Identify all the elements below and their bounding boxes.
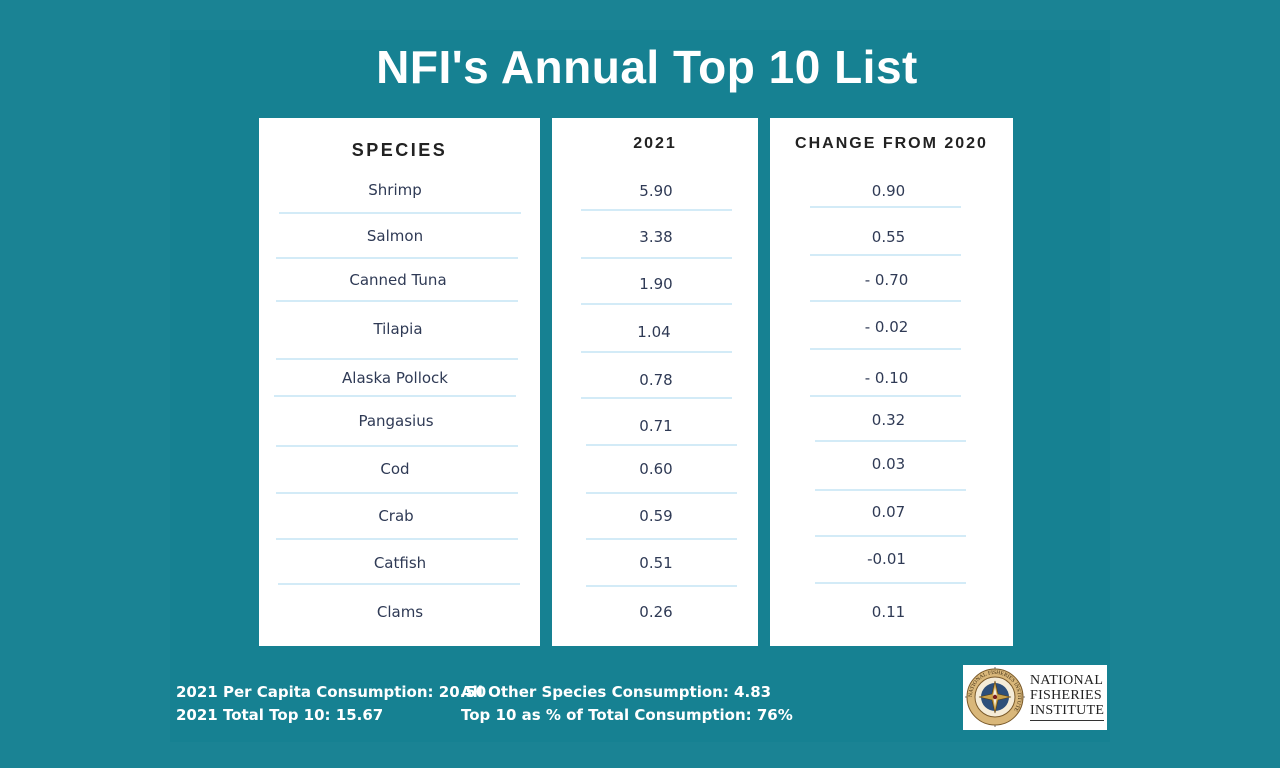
value-cell: 0.51 bbox=[639, 554, 673, 572]
row-divider bbox=[276, 300, 518, 302]
value-cell: 1.04 bbox=[637, 323, 671, 341]
change-cell: -0.01 bbox=[867, 550, 906, 568]
other-species-consumption: All Other Species Consumption: 4.83 bbox=[461, 683, 772, 701]
row-divider bbox=[274, 395, 516, 397]
row-divider bbox=[278, 583, 520, 585]
row-divider bbox=[815, 582, 966, 584]
row-divider bbox=[581, 209, 732, 211]
value-cell: 5.90 bbox=[639, 182, 673, 200]
row-divider bbox=[586, 585, 737, 587]
change-cell: 0.11 bbox=[871, 603, 906, 621]
value-cell: 0.78 bbox=[639, 371, 673, 389]
change-cell: - 0.10 bbox=[864, 369, 909, 387]
logo-line-fisheries: FISHERIES bbox=[1030, 688, 1102, 703]
row-divider bbox=[581, 351, 732, 353]
page-title: NFI's Annual Top 10 List bbox=[376, 41, 918, 93]
logo-underline bbox=[1030, 720, 1104, 721]
logo-line-national: NATIONAL bbox=[1030, 673, 1104, 688]
species-cell: Alaska Pollock bbox=[342, 369, 448, 387]
row-divider bbox=[810, 206, 961, 208]
row-divider bbox=[810, 395, 961, 397]
row-divider bbox=[276, 445, 518, 447]
change-cell: 0.32 bbox=[871, 411, 906, 429]
row-divider bbox=[279, 212, 521, 214]
change-header: CHANGE FROM 2020 bbox=[795, 135, 988, 152]
logo-line-institute: INSTITUTE bbox=[1030, 703, 1105, 718]
species-cell: Cod bbox=[380, 460, 410, 478]
species-cell: Crab bbox=[378, 507, 414, 525]
total-top10: 2021 Total Top 10: 15.67 bbox=[176, 706, 384, 724]
change-from-2020-column: CHANGE FROM 2020 0.90 0.55 - 0.70 - 0.02… bbox=[770, 118, 1013, 646]
change-cell: - 0.02 bbox=[864, 318, 909, 336]
compass-seal-icon: NATIONAL FISHERIES INSTITUTE bbox=[965, 667, 1025, 727]
logo-text: NATIONAL FISHERIES INSTITUTE bbox=[1030, 673, 1104, 718]
species-cell: Tilapia bbox=[373, 320, 423, 338]
value-cell: 1.90 bbox=[639, 275, 673, 293]
change-cell: 0.55 bbox=[871, 228, 906, 246]
species-cell: Pangasius bbox=[358, 412, 434, 430]
row-divider bbox=[815, 489, 966, 491]
species-cell: Clams bbox=[376, 603, 424, 621]
species-column: SPECIES Shrimp Salmon Canned Tuna Tilapi… bbox=[259, 118, 540, 646]
row-divider bbox=[586, 492, 737, 494]
species-cell: Salmon bbox=[366, 227, 424, 245]
row-divider bbox=[276, 257, 518, 259]
value-cell: 3.38 bbox=[639, 228, 673, 246]
row-divider bbox=[586, 444, 737, 446]
value-cell: 0.26 bbox=[639, 603, 673, 621]
per-capita-consumption: 2021 Per Capita Consumption: 20.50 bbox=[176, 683, 487, 701]
row-divider bbox=[581, 397, 732, 399]
species-cell: Catfish bbox=[373, 554, 427, 572]
top10-percent: Top 10 as % of Total Consumption: 76% bbox=[461, 706, 793, 724]
value-cell: 0.71 bbox=[639, 417, 673, 435]
row-divider bbox=[815, 440, 966, 442]
change-cell: 0.90 bbox=[871, 182, 906, 200]
species-cell: Shrimp bbox=[368, 181, 422, 199]
year-2021-column: 2021 5.90 3.38 1.90 1.04 0.78 0.71 0.60 … bbox=[552, 118, 758, 646]
row-divider bbox=[276, 358, 518, 360]
row-divider bbox=[581, 303, 732, 305]
value-cell: 0.60 bbox=[639, 460, 673, 478]
change-cell: 0.07 bbox=[871, 503, 906, 521]
row-divider bbox=[276, 492, 518, 494]
row-divider bbox=[810, 300, 961, 302]
change-cell: 0.03 bbox=[871, 455, 906, 473]
year-header: 2021 bbox=[633, 135, 677, 152]
row-divider bbox=[276, 538, 518, 540]
change-cell: - 0.70 bbox=[864, 271, 909, 289]
species-header: SPECIES bbox=[351, 140, 448, 160]
row-divider bbox=[581, 257, 732, 259]
row-divider bbox=[810, 348, 961, 350]
row-divider bbox=[586, 538, 737, 540]
nfi-logo: NATIONAL FISHERIES INSTITUTE NATIONAL FI… bbox=[963, 665, 1107, 730]
value-cell: 0.59 bbox=[639, 507, 673, 525]
row-divider bbox=[815, 535, 966, 537]
row-divider bbox=[810, 254, 961, 256]
species-cell: Canned Tuna bbox=[349, 271, 447, 289]
